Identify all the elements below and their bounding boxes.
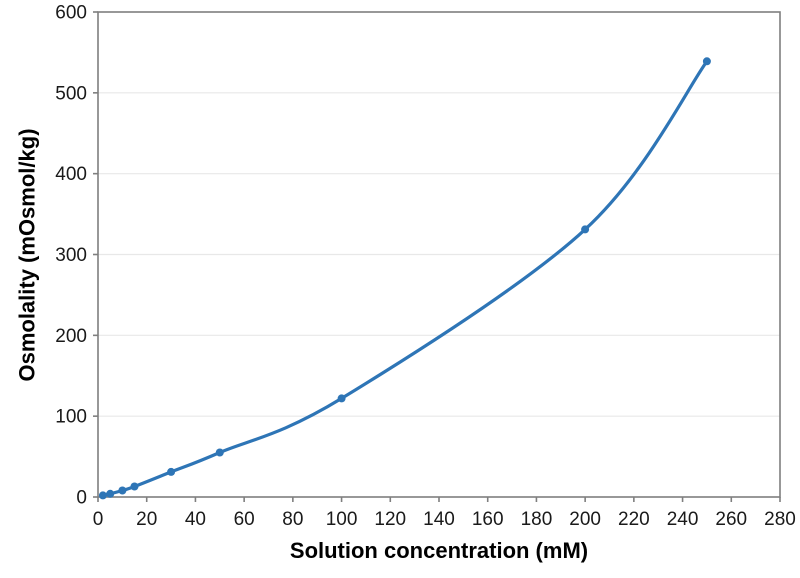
x-tick-label: 280 xyxy=(764,509,796,530)
x-tick-label: 80 xyxy=(282,509,303,530)
x-tick-label: 240 xyxy=(667,509,699,530)
data-point xyxy=(98,491,107,500)
data-point xyxy=(130,482,139,491)
x-tick-label: 140 xyxy=(423,509,455,530)
y-tick-label: 300 xyxy=(55,245,87,266)
data-point xyxy=(167,467,176,476)
data-point xyxy=(581,225,590,234)
data-point xyxy=(118,486,127,495)
x-tick-label: 100 xyxy=(326,509,358,530)
y-tick-label: 200 xyxy=(55,326,87,347)
x-tick-label: 40 xyxy=(185,509,206,530)
data-point xyxy=(337,394,346,403)
y-tick-label: 600 xyxy=(55,3,87,24)
x-tick-label: 260 xyxy=(715,509,747,530)
x-tick-label: 0 xyxy=(93,509,104,530)
x-tick-label: 200 xyxy=(569,509,601,530)
x-tick-label: 160 xyxy=(472,509,504,530)
y-tick-label: 400 xyxy=(55,164,87,185)
x-tick-label: 220 xyxy=(618,509,650,530)
y-tick-label: 0 xyxy=(76,488,87,509)
data-point xyxy=(702,57,711,66)
x-tick-label: 60 xyxy=(234,509,255,530)
y-tick-label: 500 xyxy=(55,83,87,104)
data-series-line xyxy=(101,59,709,497)
data-point xyxy=(106,489,115,498)
x-tick-label: 180 xyxy=(521,509,553,530)
y-tick-label: 100 xyxy=(55,407,87,428)
x-tick-label: 120 xyxy=(374,509,406,530)
x-axis-title: Solution concentration (mM) xyxy=(289,538,589,563)
x-tick-label: 20 xyxy=(136,509,157,530)
data-point xyxy=(215,448,224,457)
